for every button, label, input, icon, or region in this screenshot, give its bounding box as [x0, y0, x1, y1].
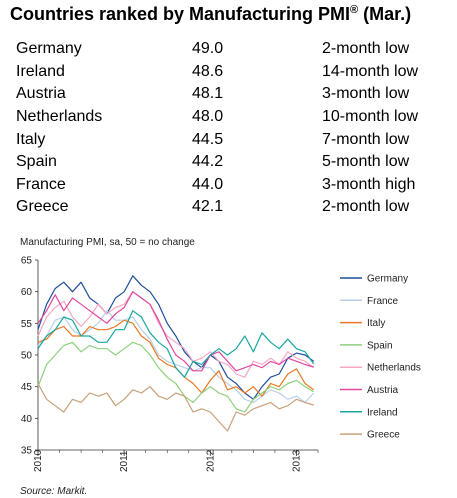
y-tick-label: 45	[21, 382, 33, 393]
table-row: Germany 49.0 2-month low	[16, 38, 446, 61]
country-cell: Ireland	[16, 62, 65, 80]
note-cell: 5-month low	[322, 153, 410, 171]
x-tick-label: 2010	[33, 449, 44, 472]
country-cell: Netherlands	[16, 108, 103, 126]
legend-label: Greece	[367, 430, 400, 441]
note-cell: 2-month low	[322, 40, 410, 58]
x-tick-label: 2011	[119, 450, 130, 472]
note-cell: 7-month low	[322, 130, 410, 148]
series-line-ireland	[37, 310, 315, 378]
pmi-cell: 48.1	[192, 85, 224, 103]
y-tick-label: 35	[21, 446, 33, 457]
y-tick-label: 50	[21, 351, 33, 362]
title-text: Countries ranked by Manufacturing PMI	[10, 4, 351, 24]
title-suffix: (Mar.)	[358, 4, 412, 24]
y-tick-label: 60	[21, 287, 33, 298]
legend-label: Italy	[367, 318, 385, 329]
pmi-cell: 44.2	[192, 153, 224, 171]
legend-label: Spain	[367, 340, 393, 351]
series-line-spain	[37, 341, 315, 413]
pmi-cell: 49.0	[192, 40, 224, 58]
series-line-greece	[37, 383, 314, 432]
series-line-austria	[37, 291, 314, 372]
x-tick-label: 2013	[291, 449, 302, 472]
pmi-line-chart: Manufacturing PMI, sa, 50 = no change 35…	[20, 237, 421, 497]
y-tick-label: 65	[21, 256, 33, 267]
y-tick-label: 55	[21, 319, 33, 330]
country-cell: Greece	[16, 198, 69, 216]
y-tick-label: 40	[21, 414, 33, 425]
chart-axes: 35 40 45 50 55 60 65 2010 2011 2012 2013	[21, 256, 319, 472]
ranking-table: Germany 49.0 2-month low Ireland 48.6 14-mont…	[16, 38, 446, 219]
registered-mark: ®	[350, 4, 359, 16]
series-line-france	[37, 310, 315, 404]
country-cell: Spain	[16, 153, 57, 171]
note-cell: 3-month high	[322, 175, 416, 193]
x-tick-label: 2012	[205, 449, 216, 472]
pmi-cell: 44.0	[192, 175, 224, 193]
page-title: Countries ranked by Manufacturing PMI® (…	[10, 4, 411, 25]
table-row: France 44.0 3-month high	[16, 174, 446, 197]
chart-legend: Germany France Italy Spain Netherlands Austri…	[340, 274, 421, 441]
country-cell: Austria	[16, 85, 66, 103]
legend-label: Ireland	[367, 407, 398, 418]
note-cell: 14-month low	[322, 62, 419, 80]
series-line-netherlands	[37, 291, 315, 378]
pmi-cell: 42.1	[192, 198, 224, 216]
table-row: Greece 42.1 2-month low	[16, 196, 446, 219]
country-cell: Germany	[16, 40, 82, 58]
pmi-cell: 48.0	[192, 108, 224, 126]
note-cell: 2-month low	[322, 198, 410, 216]
table-row: Ireland 48.6 14-month low	[16, 61, 446, 84]
table-row: Austria 48.1 3-month low	[16, 83, 446, 106]
country-cell: Italy	[16, 130, 46, 148]
series-lines	[37, 275, 315, 432]
table-row: Spain 44.2 5-month low	[16, 151, 446, 174]
series-line-germany	[37, 275, 315, 400]
pmi-cell: 48.6	[192, 62, 224, 80]
legend-label: Germany	[367, 274, 408, 285]
legend-label: Netherlands	[367, 363, 421, 374]
chart-source: Source: Markit.	[20, 486, 87, 497]
pmi-cell: 44.5	[192, 130, 224, 148]
note-cell: 3-month low	[322, 85, 410, 103]
table-row: Italy 44.5 7-month low	[16, 128, 446, 151]
note-cell: 10-month low	[322, 108, 419, 126]
country-cell: France	[16, 175, 66, 193]
legend-label: France	[367, 296, 399, 307]
table-row: Netherlands 48.0 10-month low	[16, 106, 446, 129]
legend-label: Austria	[367, 385, 399, 396]
chart-subtitle: Manufacturing PMI, sa, 50 = no change	[20, 237, 195, 248]
